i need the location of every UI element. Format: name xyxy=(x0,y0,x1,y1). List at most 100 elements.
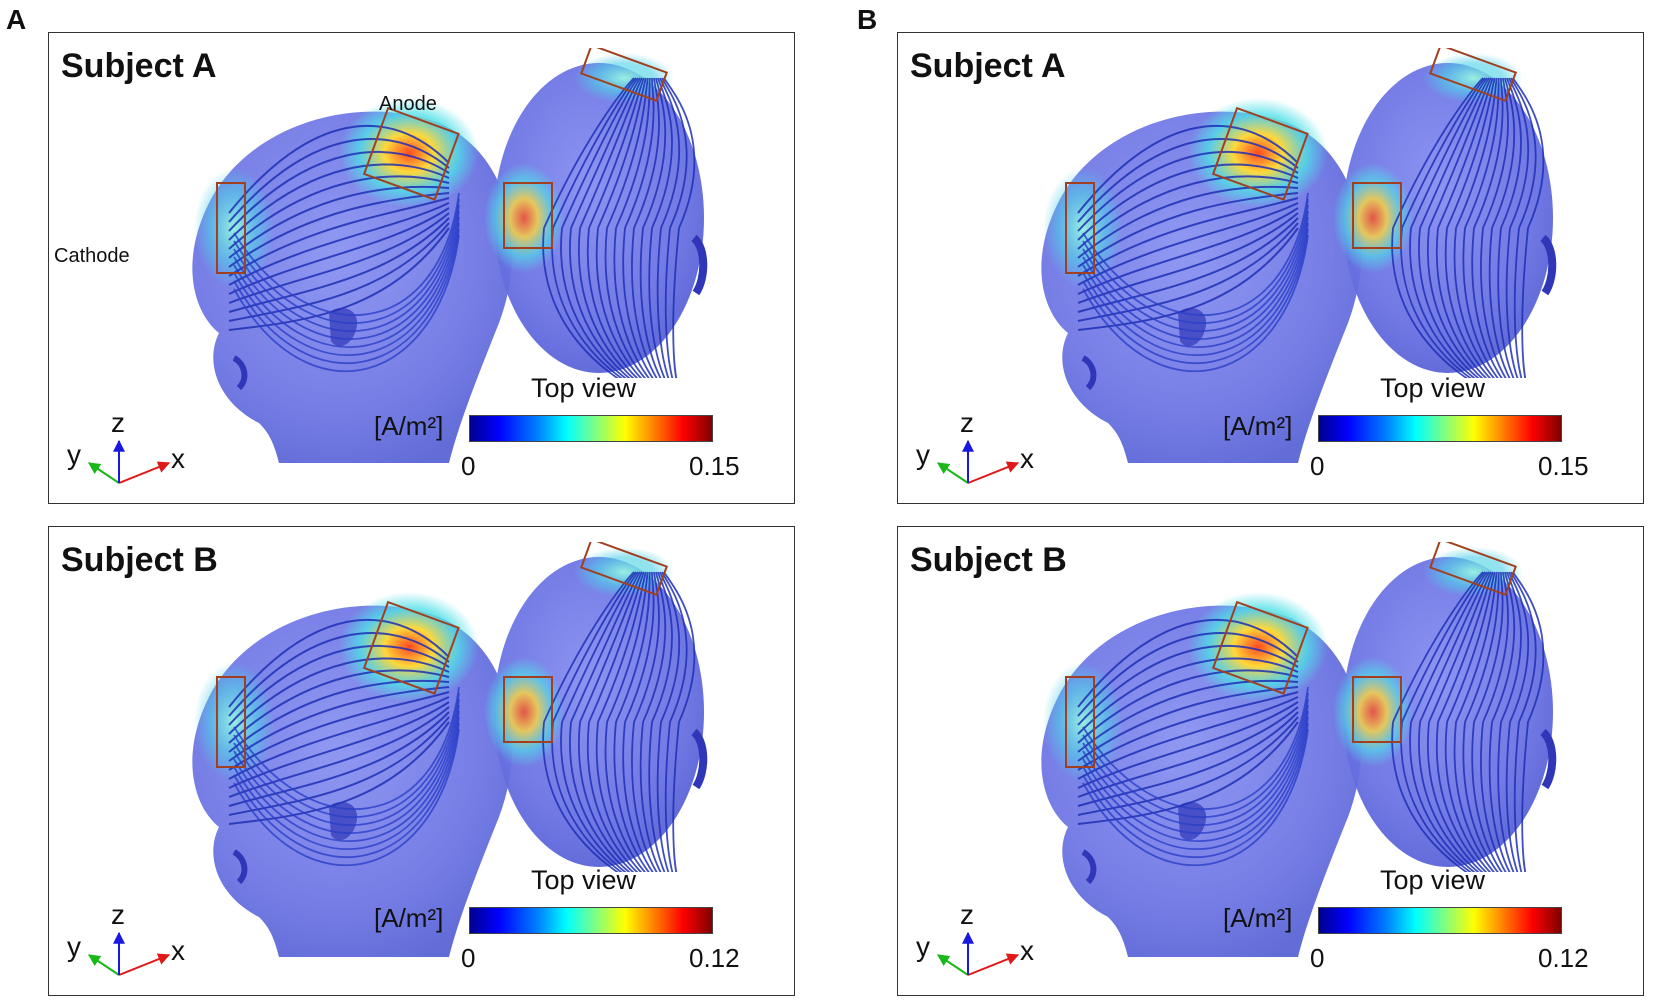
current-line xyxy=(233,710,460,842)
current-line xyxy=(233,686,460,810)
current-line xyxy=(1077,197,1299,277)
axis-y-arrow xyxy=(937,954,969,976)
current-line xyxy=(228,696,450,780)
current-line xyxy=(1082,722,1309,859)
panel-b-subject-a: Subject A Top view [A/m²] 0 0.15 x y z xyxy=(897,32,1644,504)
cathode-electrode xyxy=(216,676,246,768)
current-line xyxy=(1077,632,1299,717)
current-line xyxy=(1077,138,1299,223)
axis-x-arrow xyxy=(118,461,171,484)
axis-x-label: x xyxy=(171,443,185,474)
current-line xyxy=(1082,198,1309,324)
current-line xyxy=(228,701,450,789)
current-line xyxy=(233,198,460,324)
top-view-label: Top view xyxy=(1380,865,1486,895)
current-line xyxy=(228,185,450,259)
face-feature xyxy=(1081,355,1097,391)
current-line xyxy=(233,222,460,357)
current-line xyxy=(1082,704,1309,834)
current-line xyxy=(233,716,460,851)
current-line xyxy=(1077,716,1299,816)
ear-shape xyxy=(690,728,708,790)
anode-electrode xyxy=(362,106,460,201)
electrode xyxy=(503,676,553,743)
cathode-glow xyxy=(1043,168,1123,288)
panel-title: Subject B xyxy=(61,541,218,579)
axis-y-label: y xyxy=(67,931,81,962)
axes-indicator: x y z xyxy=(908,407,1038,496)
current-line xyxy=(233,704,460,834)
current-line xyxy=(1082,192,1309,316)
current-line xyxy=(228,217,450,313)
panel-a-subject-b: Subject B Top view [A/m²] 0 0.12 x y z xyxy=(48,526,795,996)
axes-indicator: x y z xyxy=(59,407,189,496)
colorbar-min: 0 xyxy=(1310,451,1325,481)
current-line xyxy=(233,204,460,332)
ear-shape xyxy=(690,234,708,296)
ear-shape xyxy=(329,801,358,841)
current-line xyxy=(228,197,450,277)
current-line xyxy=(1082,222,1309,357)
face-feature xyxy=(232,355,248,391)
top-view-label: Top view xyxy=(1380,373,1486,403)
electrode xyxy=(580,43,668,103)
current-line xyxy=(228,222,450,322)
current-line xyxy=(1082,692,1309,818)
current-line xyxy=(1077,669,1299,744)
colorbar xyxy=(1318,415,1562,442)
current-line xyxy=(1077,207,1299,295)
current-line xyxy=(228,716,450,816)
face-feature xyxy=(1081,849,1097,885)
current-line xyxy=(233,192,460,316)
colorbar-unit: [A/m²] xyxy=(374,903,444,933)
colorbar xyxy=(469,907,713,934)
current-line xyxy=(228,207,450,295)
colorbar-min: 0 xyxy=(461,451,476,481)
cathode-electrode xyxy=(1065,676,1095,768)
current-line xyxy=(1077,202,1299,286)
current-line xyxy=(1082,710,1309,842)
ear-shape xyxy=(1178,801,1207,841)
current-line xyxy=(1077,150,1299,232)
current-line xyxy=(1077,217,1299,313)
current-line xyxy=(228,175,450,250)
colorbar-max: 0.12 xyxy=(689,943,740,973)
colorbar-unit: [A/m²] xyxy=(374,411,444,441)
colorbar-unit: [A/m²] xyxy=(1223,411,1293,441)
current-line xyxy=(1077,618,1299,708)
electrode xyxy=(1429,537,1517,597)
axis-x-arrow xyxy=(967,953,1020,976)
side-view-head xyxy=(109,63,529,488)
electrode xyxy=(1352,676,1402,743)
current-line xyxy=(1077,691,1299,771)
electrode xyxy=(580,537,668,597)
current-line xyxy=(233,728,460,867)
ear-shape xyxy=(1539,728,1557,790)
current-line xyxy=(233,722,460,859)
anode-electrode xyxy=(362,600,460,695)
axis-x-label: x xyxy=(1020,935,1034,966)
ear-shape xyxy=(1539,234,1557,296)
colorbar-min: 0 xyxy=(461,943,476,973)
current-line xyxy=(228,618,450,708)
axis-y-label: y xyxy=(67,439,81,470)
axis-z-label: z xyxy=(960,407,974,438)
current-line xyxy=(1077,657,1299,735)
panel-title: Subject B xyxy=(910,541,1067,579)
section-label-b: B xyxy=(857,4,878,35)
colorbar-max: 0.15 xyxy=(689,451,740,481)
current-line xyxy=(228,644,450,726)
cathode-glow xyxy=(194,662,274,782)
cathode-glow xyxy=(194,168,274,288)
colorbar xyxy=(1318,907,1562,934)
section-label-a: A xyxy=(6,4,27,35)
colorbar-max: 0.15 xyxy=(1538,451,1589,481)
face-feature xyxy=(232,849,248,885)
current-line xyxy=(228,691,450,771)
panel-title: Subject A xyxy=(910,47,1066,85)
axis-y-arrow xyxy=(88,954,120,976)
axis-y-arrow xyxy=(937,462,969,484)
top-view-label: Top view xyxy=(531,865,637,895)
side-view-head xyxy=(958,63,1378,488)
cathode-glow xyxy=(1043,662,1123,782)
